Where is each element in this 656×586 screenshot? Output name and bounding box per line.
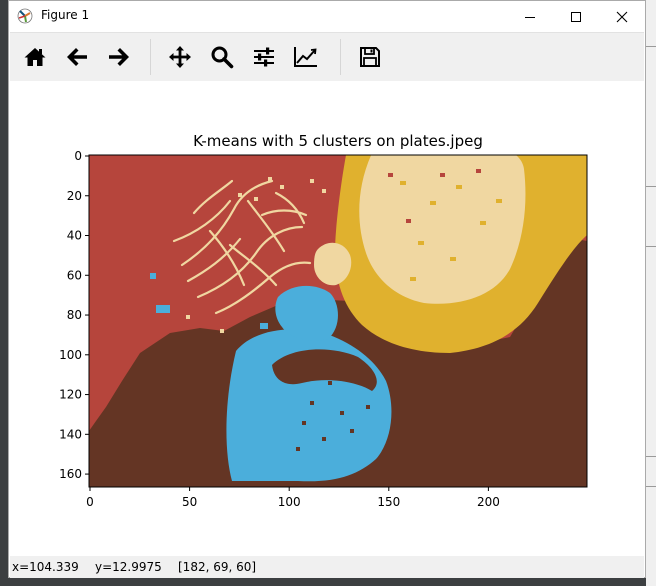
y-tick-label: 20 xyxy=(67,189,82,203)
x-axis: 0 50 100 150 200 xyxy=(86,487,500,509)
y-tick-label: 60 xyxy=(67,268,82,282)
pixel-value-readout: [182, 69, 60] xyxy=(178,560,257,574)
plot-title: K-means with 5 clusters on plates.jpeg xyxy=(193,132,483,150)
y-tick-label: 40 xyxy=(67,229,82,243)
cluster-region-red xyxy=(388,169,481,223)
line-chart-icon xyxy=(294,47,317,67)
axes-button[interactable] xyxy=(290,41,322,73)
sliders-icon xyxy=(254,47,274,67)
maximize-button[interactable] xyxy=(553,1,599,32)
toolbar-separator xyxy=(340,39,341,75)
move-icon xyxy=(169,46,191,68)
maximize-icon xyxy=(571,11,581,22)
arrow-left-icon xyxy=(67,48,87,66)
save-button[interactable] xyxy=(354,41,386,73)
y-tick-label: 140 xyxy=(59,427,82,441)
figure-window: Figure 1 xyxy=(8,0,646,578)
cluster-region-cream xyxy=(359,155,526,304)
matplotlib-logo-icon xyxy=(17,8,33,24)
axes-frame xyxy=(88,154,588,488)
cursor-x-readout: x=104.339 xyxy=(12,560,79,574)
cluster-region-blue xyxy=(156,305,170,313)
minimize-icon xyxy=(525,16,535,18)
y-tick-label: 0 xyxy=(74,149,82,163)
y-tick-label: 100 xyxy=(59,348,82,362)
cursor-y-readout: y=12.9975 xyxy=(95,560,162,574)
floppy-disk-icon xyxy=(360,47,380,67)
pan-button[interactable] xyxy=(164,41,196,73)
y-tick-label: 80 xyxy=(67,308,82,322)
x-tick-label: 100 xyxy=(278,495,301,509)
cluster-region-yellow xyxy=(400,181,502,281)
subplots-button[interactable] xyxy=(248,41,280,73)
window-title: Figure 1 xyxy=(41,8,90,22)
background-desktop xyxy=(0,0,8,586)
kmeans-chart[interactable]: 0 50 100 150 200 0 20 40 60 80 100 120 140 160 xyxy=(10,81,644,555)
y-tick-label: 160 xyxy=(59,467,82,481)
back-button[interactable] xyxy=(61,41,93,73)
zoom-icon xyxy=(211,46,234,69)
title-bar[interactable]: Figure 1 xyxy=(9,1,645,32)
arrow-right-icon xyxy=(109,48,129,66)
background-window-strip xyxy=(646,0,656,586)
cluster-region-blue xyxy=(150,273,156,279)
status-bar: x=104.339 y=12.9975 [182, 69, 60] xyxy=(10,556,644,578)
x-tick-label: 0 xyxy=(86,495,94,509)
home-button[interactable] xyxy=(19,41,51,73)
x-tick-label: 50 xyxy=(182,495,197,509)
navigation-toolbar xyxy=(10,32,644,82)
forward-button[interactable] xyxy=(103,41,135,73)
toolbar-separator xyxy=(150,39,151,75)
x-tick-label: 200 xyxy=(477,495,500,509)
close-button[interactable] xyxy=(599,1,645,32)
cluster-region-brown xyxy=(272,349,377,391)
cluster-region-cream xyxy=(186,177,326,333)
close-icon xyxy=(616,11,628,22)
minimize-button[interactable] xyxy=(507,1,553,32)
cluster-region-brown xyxy=(296,351,370,451)
cluster-region-blue xyxy=(260,323,268,329)
cluster-region-cream xyxy=(314,242,352,286)
home-icon xyxy=(24,48,46,66)
cluster-region-cream xyxy=(172,179,312,315)
figure-canvas[interactable]: K-means with 5 clusters on plates.jpeg xyxy=(10,81,644,555)
y-tick-label: 120 xyxy=(59,388,82,402)
cluster-region-blue xyxy=(275,285,338,341)
y-axis: 0 20 40 60 80 100 120 140 160 xyxy=(59,149,89,481)
clustered-image xyxy=(89,155,587,487)
zoom-button[interactable] xyxy=(206,41,238,73)
x-tick-label: 150 xyxy=(377,495,400,509)
